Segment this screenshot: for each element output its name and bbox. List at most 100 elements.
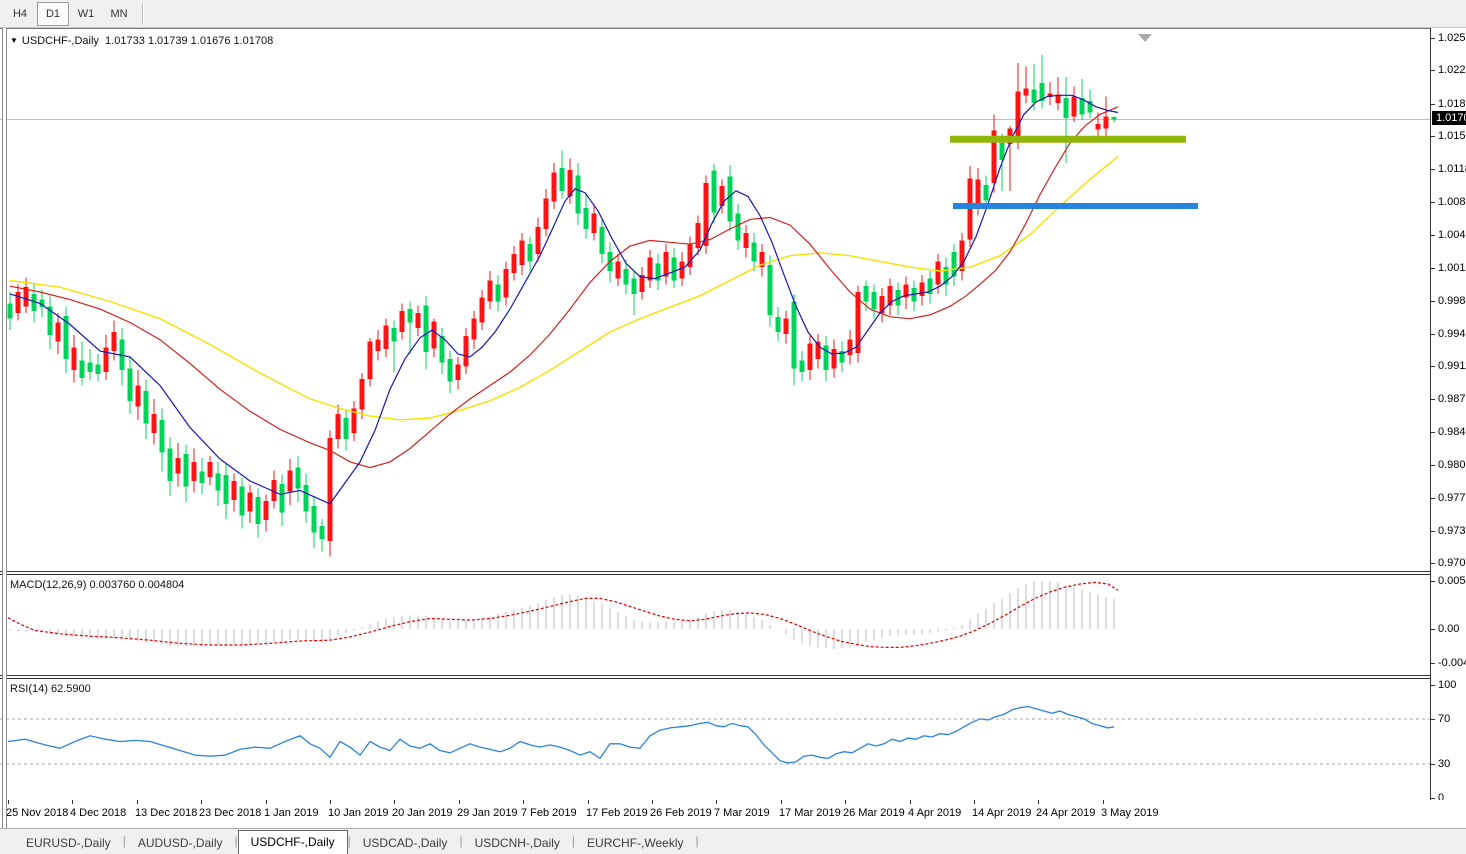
macd-values: 0.003760 0.004804 bbox=[89, 579, 185, 591]
date-label: 25 Nov 2018 bbox=[6, 807, 69, 819]
date-label: 7 Feb 2019 bbox=[521, 807, 577, 819]
axis-tick-label: 0.98770 bbox=[1431, 393, 1466, 405]
date-label: 24 Apr 2019 bbox=[1036, 807, 1096, 819]
ma-slow-yellow bbox=[9, 155, 1119, 421]
axis-tick-label: 0 bbox=[1431, 792, 1444, 804]
date-tick bbox=[652, 800, 653, 804]
date-tick bbox=[8, 800, 9, 804]
ma-mid-red bbox=[9, 106, 1119, 469]
axis-tick-label: 1.01860 bbox=[1431, 98, 1466, 110]
collapse-triangle-icon[interactable]: ▼ bbox=[10, 36, 18, 45]
axis-tick-label: 1.00830 bbox=[1431, 196, 1466, 208]
axis-tick-label: 30 bbox=[1431, 758, 1450, 770]
chart-ohlc-values: 1.01733 1.01739 1.01676 1.01708 bbox=[105, 35, 274, 47]
date-label: 7 Mar 2019 bbox=[714, 807, 770, 819]
date-tick bbox=[72, 800, 73, 804]
date-label: 17 Feb 2019 bbox=[586, 807, 648, 819]
candlestick-plot[interactable] bbox=[0, 29, 1430, 572]
time-axis: 25 Nov 2018 4 Dec 2018 13 Dec 2018 23 Dec 2… bbox=[0, 800, 1466, 829]
date-tick bbox=[1103, 800, 1104, 804]
date-tick bbox=[974, 800, 975, 804]
macd-plot[interactable] bbox=[0, 575, 1430, 675]
date-tick bbox=[716, 800, 717, 804]
macd-label: MACD(12,26,9) 0.003760 0.004804 bbox=[10, 579, 185, 591]
current-price-tag: 1.01708 bbox=[1432, 111, 1466, 126]
rsi-panel: RSI(14) 62.5900 bbox=[0, 679, 1430, 800]
axis-tick-label: 100 bbox=[1431, 679, 1456, 691]
window-left-border bbox=[2, 28, 7, 828]
macd-panel: MACD(12,26,9) 0.003760 0.004804 bbox=[0, 575, 1430, 675]
rsi-plot[interactable] bbox=[0, 679, 1430, 800]
date-label: 20 Jan 2019 bbox=[392, 807, 453, 819]
main-chart-panel: ▼ USDCHF-,Daily 1.01733 1.01739 1.01676 1… bbox=[0, 28, 1430, 572]
date-label: 1 Jan 2019 bbox=[264, 807, 319, 819]
axis-tick-label: 0.99110 bbox=[1431, 360, 1466, 372]
tab-separator: | bbox=[571, 833, 576, 848]
timeframe-button-d1[interactable]: D1 bbox=[37, 1, 69, 26]
axis-tick-label: 1.00140 bbox=[1431, 262, 1466, 274]
axis-tick-label: 0.98080 bbox=[1431, 459, 1466, 471]
tab-eurusd[interactable]: EURUSD-,Daily bbox=[26, 836, 111, 850]
date-label: 17 Mar 2019 bbox=[779, 807, 841, 819]
axis-tick-label: 0.00597 bbox=[1431, 575, 1466, 587]
chart-tabs-bar: EURUSD-,Daily | AUDUSD-,Daily | USDCHF-,Dail… bbox=[0, 829, 1466, 854]
panel-separator[interactable] bbox=[0, 571, 1430, 575]
tab-eurchf[interactable]: EURCHF-,Weekly bbox=[587, 836, 684, 850]
axis-tick-label: 1.01180 bbox=[1431, 163, 1466, 175]
axis-tick-label: 0.98420 bbox=[1431, 426, 1466, 438]
rsi-line bbox=[7, 705, 1115, 764]
date-label: 4 Dec 2018 bbox=[70, 807, 127, 819]
tab-separator: | bbox=[695, 833, 699, 848]
timeframe-button-mn[interactable]: MN bbox=[110, 7, 128, 20]
date-tick bbox=[523, 800, 524, 804]
rsi-label: RSI(14) 62.5900 bbox=[10, 683, 91, 695]
tab-usdcnh[interactable]: USDCNH-,Daily bbox=[474, 836, 560, 850]
panel-separator[interactable] bbox=[0, 675, 1430, 679]
date-label: 23 Dec 2018 bbox=[199, 807, 262, 819]
chart-shift-marker[interactable] bbox=[1138, 34, 1152, 42]
date-tick bbox=[910, 800, 911, 804]
timeframe-button-w1[interactable]: W1 bbox=[77, 7, 95, 20]
axis-tick-label: 0.99450 bbox=[1431, 328, 1466, 340]
axis-tick-label: 0.97390 bbox=[1431, 525, 1466, 537]
date-label: 26 Mar 2019 bbox=[843, 807, 905, 819]
timeframe-button-h4[interactable]: H4 bbox=[12, 7, 28, 20]
date-label: 4 Apr 2019 bbox=[908, 807, 962, 819]
date-label: 3 May 2019 bbox=[1101, 807, 1159, 819]
tab-usdcad[interactable]: USDCAD-,Daily bbox=[362, 836, 448, 850]
date-tick bbox=[201, 800, 202, 804]
chart-symbol-label: USDCHF-,Daily bbox=[21, 35, 99, 47]
tab-separator: | bbox=[459, 833, 463, 848]
axis-tick-label: 1.00490 bbox=[1431, 229, 1466, 241]
date-label: 14 Apr 2019 bbox=[972, 807, 1032, 819]
date-tick bbox=[266, 800, 267, 804]
date-tick bbox=[845, 800, 846, 804]
ma-fast-blue bbox=[9, 94, 1119, 505]
axis-tick-label: 0.00 bbox=[1431, 623, 1459, 635]
rsi-value: 62.5900 bbox=[50, 683, 91, 695]
timeframe-toolbar: H4 D1 W1 MN bbox=[0, 0, 1466, 28]
tab-separator: | bbox=[347, 833, 351, 848]
axis-tick-label: 70 bbox=[1431, 713, 1450, 725]
axis-tick-label: 0.97730 bbox=[1431, 492, 1466, 504]
axis-tick-label: 1.02210 bbox=[1431, 64, 1466, 76]
axis-tick-label: 0.99800 bbox=[1431, 295, 1466, 307]
chart-title: ▼ USDCHF-,Daily 1.01733 1.01739 1.01676 1… bbox=[10, 35, 273, 47]
tab-usdchf[interactable]: USDCHF-,Daily bbox=[237, 830, 348, 854]
tab-separator: | bbox=[122, 833, 126, 848]
price-axis: 1.01708 1.02550 1.02210 1.01860 1.01520 1.01… bbox=[1430, 28, 1466, 804]
macd-signal-line bbox=[7, 581, 1119, 649]
date-tick bbox=[330, 800, 331, 804]
date-tick bbox=[459, 800, 460, 804]
tab-audusd[interactable]: AUDUSD-,Daily bbox=[137, 836, 223, 850]
date-tick bbox=[1038, 800, 1039, 804]
date-tick bbox=[394, 800, 395, 804]
date-label: 13 Dec 2018 bbox=[135, 807, 198, 819]
date-tick bbox=[137, 800, 138, 804]
date-label: 29 Jan 2019 bbox=[457, 807, 518, 819]
axis-tick-label: 0.97050 bbox=[1431, 557, 1466, 569]
date-tick bbox=[781, 800, 782, 804]
axis-tick-label: 1.01520 bbox=[1431, 130, 1466, 142]
date-label: 10 Jan 2019 bbox=[328, 807, 389, 819]
